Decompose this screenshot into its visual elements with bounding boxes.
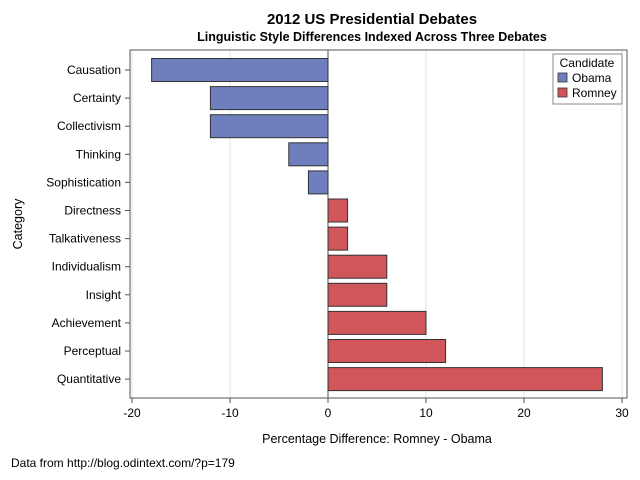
y-tick-label-quantitative: Quantitative [57, 372, 121, 386]
x-tick-labels: -20 -10 0 10 20 30 [123, 398, 629, 420]
bar-individualism [327, 254, 388, 279]
bar-talkativeness [327, 226, 349, 251]
bar-directness [327, 198, 349, 223]
chart-subtitle: Linguistic Style Differences Indexed Acr… [197, 30, 547, 44]
bar-sophistication [307, 170, 329, 195]
bar-achievement [327, 310, 427, 335]
y-tick-label-perceptual: Perceptual [64, 344, 121, 358]
y-tick-label-certainty: Certainty [73, 91, 121, 105]
bar-causation [151, 58, 329, 82]
x-axis-label: Percentage Difference: Romney - Obama [262, 432, 492, 446]
y-tick-label-achievement: Achievement [52, 316, 122, 330]
y-tick-label-thinking: Thinking [76, 147, 121, 161]
y-tick-label-individualism: Individualism [52, 260, 121, 274]
bar-certainty [209, 86, 329, 111]
legend-swatch-romney [557, 87, 568, 98]
legend-swatch-obama [557, 72, 568, 83]
x-tick-label-30: 30 [615, 406, 629, 420]
y-tick-label-collectivism: Collectivism [57, 119, 121, 133]
y-tick-labels: Causation Certainty Collectivism Thinking So… [46, 63, 130, 386]
legend-label-romney: Romney [572, 86, 617, 100]
footnote: Data from http://blog.odintext.com/?p=17… [11, 456, 235, 470]
x-tick-label--10: -10 [221, 406, 239, 420]
y-tick-label-directness: Directness [64, 204, 121, 218]
bars-layer [151, 58, 603, 392]
x-tick-label-10: 10 [419, 406, 433, 420]
y-tick-label-sophistication: Sophistication [46, 175, 121, 189]
bar-perceptual [327, 339, 447, 363]
x-tick-label--20: -20 [123, 406, 141, 420]
y-tick-label-causation: Causation [67, 63, 121, 77]
bar-insight [327, 282, 388, 307]
legend-label-obama: Obama [572, 71, 612, 85]
legend: Candidate Obama Romney [552, 53, 623, 105]
y-tick-label-insight: Insight [86, 288, 122, 302]
bar-thinking [288, 142, 329, 167]
bar-quantitative [327, 367, 603, 392]
x-tick-label-0: 0 [325, 406, 332, 420]
x-tick-label-20: 20 [517, 406, 531, 420]
chart-title: 2012 US Presidential Debates [267, 11, 477, 28]
legend-title: Candidate [560, 56, 615, 70]
y-axis-label: Category [11, 198, 25, 249]
plot-frame [129, 49, 628, 399]
bar-collectivism [209, 114, 329, 139]
y-tick-label-talkativeness: Talkativeness [49, 232, 121, 246]
